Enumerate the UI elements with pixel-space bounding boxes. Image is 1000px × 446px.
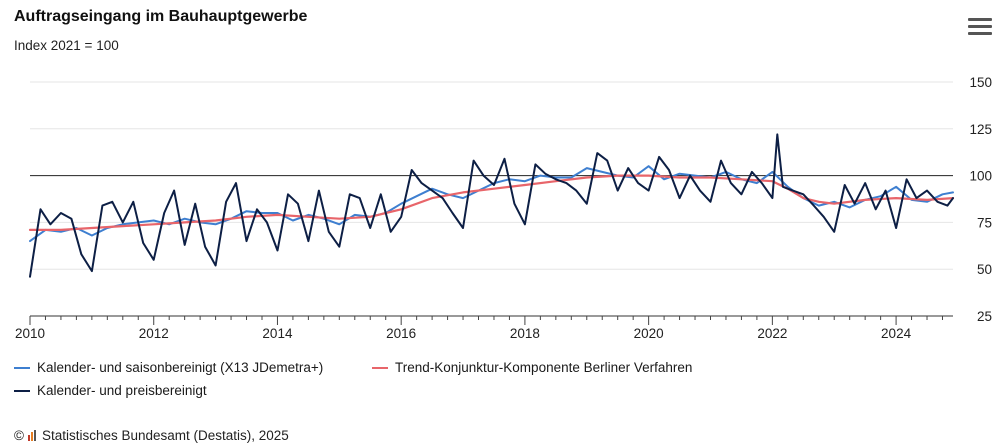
- source-credit: © Statistisches Bundesamt (Destatis), 20…: [14, 428, 289, 443]
- x-tick-label: 2012: [139, 326, 169, 341]
- copyright-symbol: ©: [14, 428, 24, 443]
- y-tick-label: 150: [969, 75, 992, 90]
- legend-item-price-adjusted[interactable]: Kalender- und preisbereinigt: [14, 383, 207, 398]
- y-tick-label: 125: [969, 122, 992, 137]
- legend-label: Trend-Konjunktur-Komponente Berliner Ver…: [395, 360, 693, 375]
- legend-swatch: [14, 389, 30, 392]
- x-tick-label: 2010: [15, 326, 45, 341]
- y-axis: 150 125 100 75 50 25: [969, 75, 992, 324]
- legend-label: Kalender- und preisbereinigt: [37, 383, 207, 398]
- x-tick-label: 2016: [386, 326, 416, 341]
- y-tick-label: 75: [977, 215, 992, 230]
- x-tick-label: 2018: [510, 326, 540, 341]
- source-text: Statistisches Bundesamt (Destatis), 2025: [41, 428, 289, 443]
- x-tick-label: 2020: [634, 326, 664, 341]
- series-line: [29, 133, 954, 278]
- y-tick-label: 100: [969, 169, 992, 184]
- x-axis: 2010 2012 2014 2016 2018 2020 2022 2024: [15, 315, 953, 341]
- legend-label: Kalender- und saisonbereinigt (X13 JDeme…: [37, 360, 324, 375]
- legend-swatch: [372, 366, 388, 369]
- x-tick-label: 2022: [757, 326, 787, 341]
- hamburger-menu-icon[interactable]: [968, 18, 992, 38]
- series-line: [28, 174, 955, 231]
- series-layer: [28, 133, 955, 278]
- destatis-logo-icon: [27, 430, 37, 441]
- legend-item-trend-component[interactable]: Trend-Konjunktur-Komponente Berliner Ver…: [372, 360, 692, 375]
- legend-item-seasonally-adjusted[interactable]: Kalender- und saisonbereinigt (X13 JDeme…: [14, 360, 323, 375]
- x-tick-label: 2014: [262, 326, 293, 341]
- legend-swatch: [14, 366, 30, 369]
- y-tick-label: 25: [977, 309, 992, 324]
- y-tick-label: 50: [977, 262, 992, 277]
- x-tick-label: 2024: [881, 326, 912, 341]
- chart-title: Auftragseingang im Bauhauptgewerbe: [14, 8, 308, 25]
- chart-subtitle: Index 2021 = 100: [14, 38, 119, 53]
